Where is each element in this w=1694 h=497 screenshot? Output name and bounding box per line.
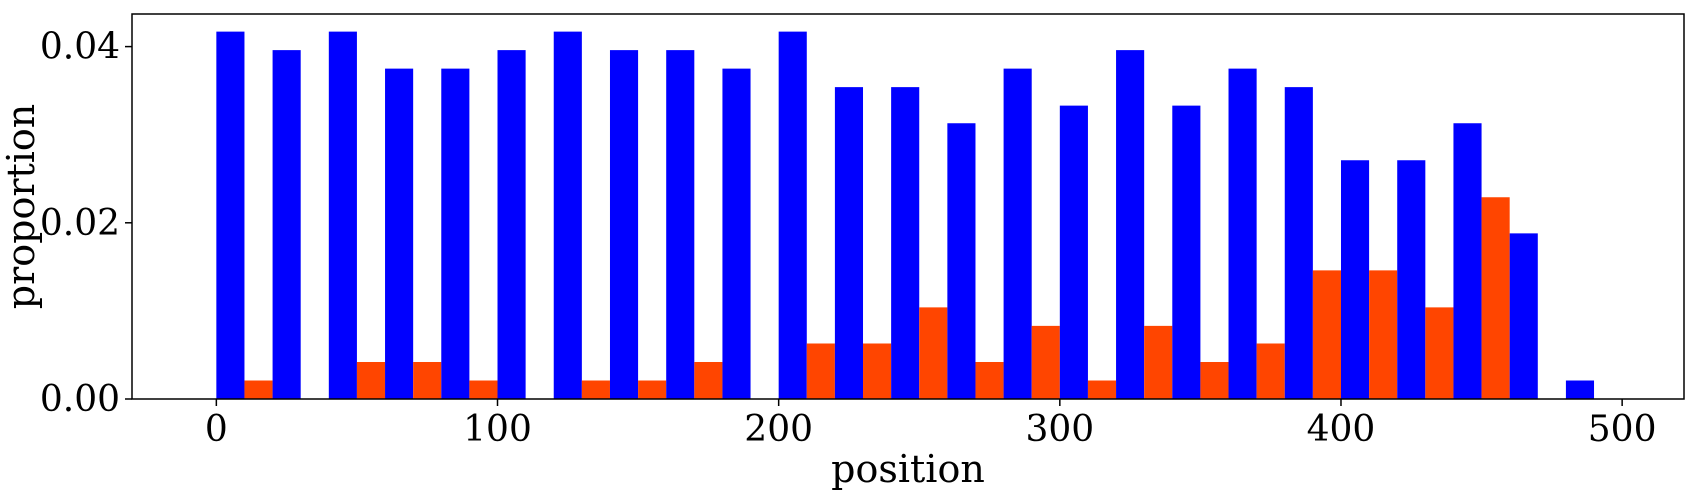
bar-blue-220 [834,87,864,400]
bar-orange-300 [1087,380,1117,399]
bar-orange-160 [694,361,723,399]
x-tick-label: 100 [463,409,532,450]
bar-blue-320 [1116,50,1145,400]
bar-orange-40 [356,361,386,399]
bar-orange-200 [806,343,835,399]
bar-orange-80 [469,380,498,399]
bar-blue-260 [947,123,976,400]
x-tick-label: 200 [744,409,813,450]
bar-blue-160 [666,50,695,400]
bar-blue-340 [1172,105,1201,399]
y-tick-label: 0.00 [40,379,120,420]
bar-blue-400 [1340,160,1370,399]
y-tick-label: 0.04 [40,27,120,68]
bar-blue-420 [1397,160,1426,399]
bar-blue-80 [441,68,470,399]
bar-orange-220 [863,343,892,399]
bar-orange-120 [581,380,610,399]
bar-blue-360 [1228,68,1257,399]
x-tick-label: 400 [1307,409,1376,450]
bar-blue-120 [553,31,582,399]
bar-orange-240 [919,307,948,399]
bar-orange-380 [1312,270,1341,399]
bar-orange-280 [1031,325,1060,399]
bar-blue-60 [385,68,414,399]
plot-frame [131,13,1685,400]
bar-blue-140 [609,50,639,400]
y-axis-label: proportion [0,104,43,310]
bar-orange-260 [975,361,1004,399]
bar-blue-300 [1059,105,1088,399]
x-tick-label: 0 [205,409,228,450]
bar-orange-360 [1256,343,1285,399]
bar-orange-140 [638,380,667,399]
bar-blue-380 [1284,87,1313,400]
bar-blue-460 [1509,233,1538,399]
bar-orange-440 [1481,197,1510,399]
x-tick-label: 300 [1025,409,1094,450]
bar-blue-40 [328,31,357,399]
bar-blue-480 [1565,380,1595,399]
bars-layer [216,31,1595,400]
bar-blue-280 [1003,68,1032,399]
bar-blue-240 [891,87,920,400]
bar-orange-340 [1200,361,1229,399]
bar-orange-420 [1425,307,1454,399]
y-tick-label: 0.02 [40,203,120,244]
bar-orange-400 [1369,270,1398,399]
bar-blue-180 [722,68,751,399]
bar-blue-100 [497,50,526,400]
bar-blue-20 [272,50,301,400]
x-tick-label: 500 [1588,409,1657,450]
bar-orange-320 [1144,325,1173,399]
bar-orange-60 [413,361,442,399]
bar-blue-0 [216,31,245,399]
x-axis-label: position [831,447,985,491]
x-axis-ticks: 0 100 200 300 400 500 [205,399,1657,450]
y-axis-ticks: 0.00 0.02 0.04 [40,27,132,420]
bar-blue-200 [778,31,807,399]
bar-blue-440 [1453,123,1482,400]
bar-orange-0 [244,380,273,399]
